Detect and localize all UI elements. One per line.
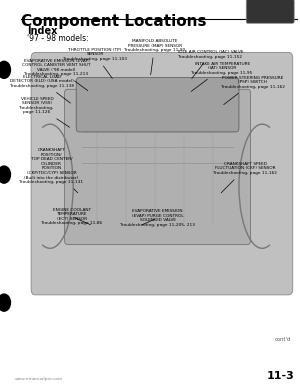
Text: ENGINE COOLANT
TEMPERATURE
(ECT) SENSOR
Troubleshooting, page 11-86: ENGINE COOLANT TEMPERATURE (ECT) SENSOR …	[41, 208, 102, 225]
Text: IDLE AIR CONTROL (IAC) VALVE
Troubleshooting, page 11-152: IDLE AIR CONTROL (IAC) VALVE Troubleshoo…	[178, 50, 243, 78]
Text: EVAPORATIVE EMISSION
(EVAP) PURGE CONTROL
SOLENOID VALVE
Troubleshooting, page 1: EVAPORATIVE EMISSION (EVAP) PURGE CONTRO…	[120, 209, 195, 227]
Text: 11-3: 11-3	[266, 371, 294, 381]
Text: INTAKE AIR TEMPERATURE
(IAT) SENSOR
Troubleshooting, page 11-95: INTAKE AIR TEMPERATURE (IAT) SENSOR Trou…	[191, 62, 253, 92]
FancyBboxPatch shape	[64, 89, 250, 244]
Text: CRANKSHAFT
POSITION/
TOP DEAD CENTER/
CYLINDER
POSITION
(CKP/TDC/CYP) SENSOR
(Bu: CRANKSHAFT POSITION/ TOP DEAD CENTER/ CY…	[20, 148, 83, 193]
Text: POWER STEERING PRESSURE
(PSP) SWITCH
Troubleshooting, page 11-162: POWER STEERING PRESSURE (PSP) SWITCH Tro…	[221, 76, 285, 105]
Text: Index: Index	[27, 26, 57, 36]
Text: CRANKSHAFT SPEED
FLUCTUATION (CKF) SENSOR
Troubleshooting, page 11-162: CRANKSHAFT SPEED FLUCTUATION (CKF) SENSO…	[213, 162, 277, 193]
Text: VEHICLE SPEED
SENSOR (VSS)
Troubleshooting,
page 11-126: VEHICLE SPEED SENSOR (VSS) Troubleshooti…	[19, 97, 70, 127]
FancyBboxPatch shape	[76, 78, 239, 132]
FancyBboxPatch shape	[246, 0, 294, 23]
FancyBboxPatch shape	[31, 52, 293, 295]
Text: '97 - 98 models:: '97 - 98 models:	[27, 34, 88, 43]
Text: MANIFOLD ABSOLUTE
PRESSURE (MAP) SENSOR
Troubleshooting, page 11-90: MANIFOLD ABSOLUTE PRESSURE (MAP) SENSOR …	[124, 39, 185, 75]
Text: www.emanualpro.com: www.emanualpro.com	[15, 377, 63, 381]
Circle shape	[0, 166, 11, 183]
Text: H: H	[266, 6, 275, 16]
Text: EVAPORATIVE EMISSION (EVAP)
CONTROL CANISTER VENT SHUT
VALVE ('98 model)
Trouble: EVAPORATIVE EMISSION (EVAP) CONTROL CANI…	[22, 59, 91, 91]
Text: Component Locations: Component Locations	[21, 14, 206, 29]
Text: THROTTLE POSITION (TP)
SENSOR
Troubleshooting, page 11-103: THROTTLE POSITION (TP) SENSOR Troublesho…	[63, 48, 127, 78]
Text: ELECTRICAL LOAD
DETECTOR (ELD) (USA model)
Troubleshooting, page 11-138: ELECTRICAL LOAD DETECTOR (ELD) (USA mode…	[10, 75, 74, 103]
Circle shape	[0, 294, 11, 311]
Circle shape	[0, 61, 11, 78]
FancyBboxPatch shape	[33, 56, 291, 292]
Text: cont'd: cont'd	[275, 337, 291, 342]
